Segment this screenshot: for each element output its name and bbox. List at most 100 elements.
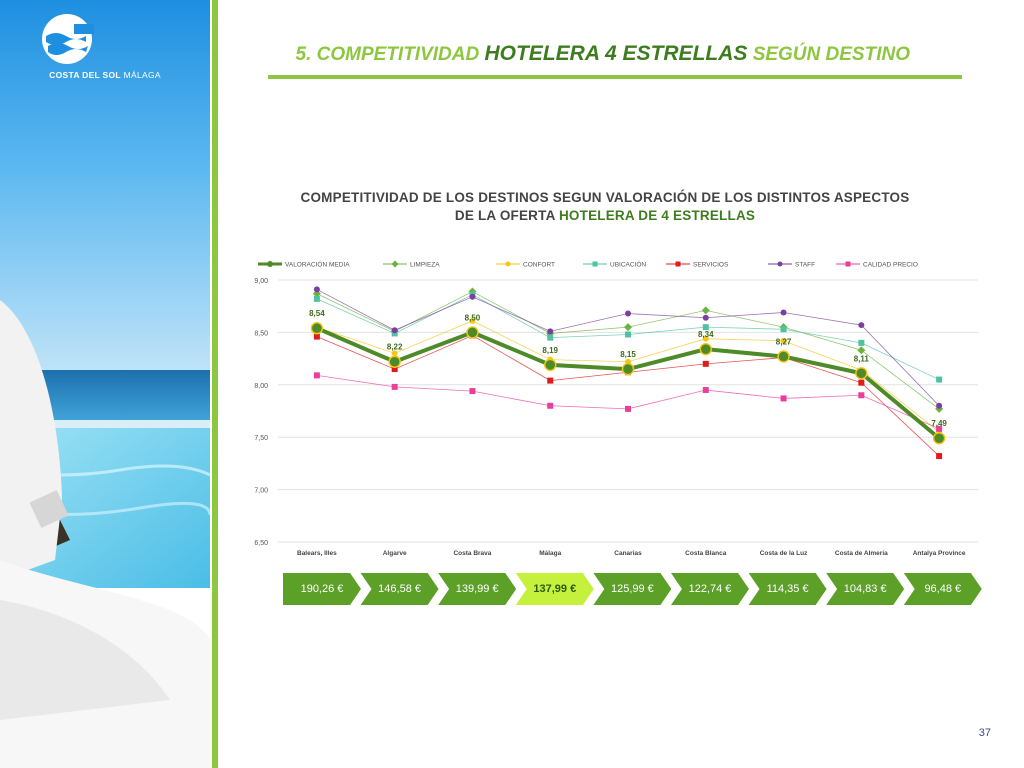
data-point (313, 372, 320, 379)
data-point (547, 402, 554, 409)
legend-label: LIMPIEZA (410, 262, 440, 269)
x-tick-label: Costa Brava (453, 550, 491, 557)
data-point (391, 383, 398, 390)
resort-photo (0, 0, 210, 768)
data-label: 7,49 (931, 419, 947, 428)
data-point (845, 261, 851, 267)
price-arrow: 137,99 € (515, 573, 594, 605)
data-point (391, 330, 398, 337)
data-point (313, 286, 320, 293)
series-line (316, 320, 940, 433)
price-arrow: 146,58 € (360, 573, 439, 605)
x-tick-label: Canarias (614, 550, 642, 557)
data-point (858, 322, 865, 329)
series-line (316, 374, 940, 430)
data-label: 8,34 (698, 330, 714, 339)
data-point (547, 328, 554, 335)
price-arrow: 190,26 € (283, 573, 361, 605)
chart-title-line2: DE LA OFERTA HOTELERA DE 4 ESTRELLAS (454, 208, 756, 223)
data-point (469, 293, 476, 300)
data-point (777, 350, 790, 363)
data-point (625, 405, 631, 412)
data-point (313, 295, 320, 302)
data-point (936, 402, 943, 409)
price-arrow: 139,99 € (438, 573, 517, 605)
price-arrow: 122,74 € (671, 573, 749, 605)
legend-label: CONFORT (523, 262, 555, 269)
data-point (391, 350, 398, 357)
data-point (469, 388, 476, 395)
data-point (857, 346, 866, 355)
x-tick-label: Málaga (539, 550, 561, 557)
data-point (702, 324, 709, 331)
line-chart: 6,50 7,00 7,50 8,00 8,50 9,00 Balears, Illes Al… (254, 260, 978, 557)
data-point (858, 392, 865, 399)
y-tick-label: 7,50 (254, 435, 268, 442)
data-point (702, 314, 709, 321)
data-label: 8,50 (465, 313, 481, 322)
legend-marker (267, 261, 273, 267)
side-photo-panel: COSTA DEL SOL MÁLAGA (0, 0, 210, 768)
title-suffix: SEGÚN DESTINO (752, 44, 910, 65)
wave-logo-icon (42, 14, 94, 64)
side-accent-stripe (210, 0, 218, 768)
page-title: 5. COMPETITIVIDAD HOTELERA 4 ESTRELLAS S… (270, 42, 910, 66)
data-point (780, 309, 787, 316)
data-point (505, 261, 511, 267)
data-point (592, 261, 598, 267)
y-tick-label: 8,50 (254, 330, 268, 337)
data-label: 8,22 (387, 343, 403, 352)
data-point (544, 358, 557, 372)
data-label: 8,54 (309, 309, 325, 318)
data-point (312, 289, 321, 298)
y-tick-label: 8,00 (254, 383, 268, 390)
data-point (621, 362, 635, 376)
data-point (391, 260, 399, 268)
data-point (699, 342, 712, 356)
data-point (936, 425, 943, 432)
data-point (388, 355, 401, 368)
data-point (702, 360, 709, 367)
legend-label: SERVICIOS (693, 262, 729, 269)
data-point (625, 331, 631, 338)
data-point (935, 404, 944, 413)
y-tick-label: 7,00 (254, 488, 268, 495)
title-prefix: 5. COMPETITIVIDAD (295, 44, 480, 65)
data-point (547, 334, 554, 341)
data-point (702, 335, 709, 342)
series-line (316, 326, 941, 440)
y-tick-label: 9,00 (254, 278, 268, 285)
legend-label: UBICACIÓN (610, 260, 646, 269)
data-label: 8,27 (776, 338, 792, 347)
data-point (780, 337, 787, 344)
data-point (391, 327, 398, 334)
side-divider (210, 0, 212, 768)
brand-name: COSTA DEL SOL MÁLAGA (49, 70, 161, 80)
data-point (469, 317, 476, 324)
title-highlight: HOTELERA 4 ESTRELLAS (484, 42, 748, 65)
data-label: 8,15 (620, 350, 636, 359)
x-tick-label: Algarve (383, 550, 407, 557)
chart-title-line1: COMPETITIVIDAD DE LOS DESTINOS SEGUN VAL… (300, 190, 910, 205)
data-point (936, 376, 943, 383)
x-tick-label: Costa de Almería (835, 550, 888, 557)
x-tick-label: Antalya Province (913, 550, 966, 557)
data-point (313, 333, 320, 340)
price-arrow: 125,99 € (593, 573, 672, 605)
data-point (624, 323, 632, 332)
legend-label: CALIDAD PRECIO (863, 262, 918, 269)
data-point (466, 326, 479, 339)
data-point (777, 261, 783, 267)
legend-label: VALORACIÓN MEDIA (285, 260, 350, 269)
price-arrow: 114,35 € (748, 573, 827, 605)
data-point (675, 261, 681, 267)
brand-logo: COSTA DEL SOL MÁLAGA (40, 12, 170, 80)
x-tick-label: Costa de la Luz (760, 550, 808, 557)
data-point (936, 453, 943, 460)
price-arrow: 96,48 € (903, 573, 982, 605)
data-point (547, 377, 554, 384)
price-arrow: 104,83 € (826, 573, 905, 605)
chart-title: COMPETITIVIDAD DE LOS DESTINOS SEGUN VAL… (290, 189, 920, 225)
data-point (855, 367, 868, 380)
series-line (316, 289, 940, 407)
